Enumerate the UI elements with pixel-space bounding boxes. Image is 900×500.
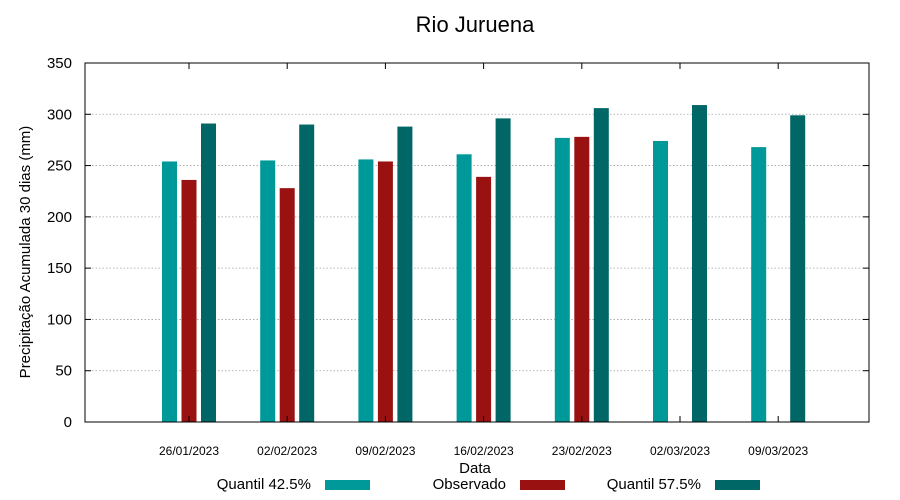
x-tick-label: 16/02/2023 (454, 444, 514, 458)
y-axis-ticks: 0 50 100 150 200 250 300 350 (47, 55, 869, 431)
x-tick-label: 09/02/2023 (355, 444, 415, 458)
bar (358, 159, 374, 422)
bar (751, 147, 767, 422)
legend-swatch (520, 480, 565, 490)
bar (260, 160, 276, 422)
bar (456, 154, 472, 422)
y-tick-label: 250 (47, 158, 72, 175)
y-tick-label: 0 (64, 414, 72, 431)
y-tick-label: 50 (55, 363, 72, 380)
bar (593, 108, 609, 422)
x-tick-label: 23/02/2023 (552, 444, 612, 458)
bars (162, 105, 806, 423)
bar (476, 176, 492, 422)
x-tick-label: 09/03/2023 (748, 444, 808, 458)
x-axis-label: Data (459, 460, 491, 477)
y-axis-label: Precipitação Acumulada 30 dias (mm) (17, 126, 34, 379)
legend-swatch (715, 480, 760, 490)
x-tick-label: 26/01/2023 (159, 444, 219, 458)
bar (162, 161, 177, 422)
legend-label: Quantil 57.5% (607, 476, 701, 493)
bar (653, 140, 668, 422)
x-tick-label: 02/03/2023 (650, 444, 710, 458)
chart-title: Rio Juruena (416, 12, 535, 37)
legend-swatch (325, 480, 370, 490)
y-tick-label: 200 (47, 209, 72, 226)
y-tick-label: 150 (47, 260, 72, 277)
bar (790, 115, 806, 422)
plot-frame (84, 62, 870, 423)
bar (574, 136, 590, 422)
bar (495, 118, 511, 422)
bar (692, 105, 707, 422)
legend-label: Quantil 42.5% (217, 476, 311, 493)
bar (181, 179, 197, 422)
legend-label: Observado (433, 476, 506, 493)
legend: Quantil 42.5% Observado Quantil 57.5% (217, 476, 760, 493)
bar (279, 188, 295, 422)
y-tick-label: 100 (47, 311, 72, 328)
bar (377, 161, 393, 422)
bar (201, 123, 216, 422)
bar (397, 126, 413, 422)
bar (554, 137, 570, 422)
y-tick-label: 350 (47, 55, 72, 72)
y-tick-label: 300 (47, 106, 72, 123)
x-tick-label: 02/02/2023 (257, 444, 317, 458)
bar (299, 124, 315, 423)
x-axis-ticks: 26/01/2023 02/02/2023 09/02/2023 16/02/2023… (159, 63, 809, 458)
